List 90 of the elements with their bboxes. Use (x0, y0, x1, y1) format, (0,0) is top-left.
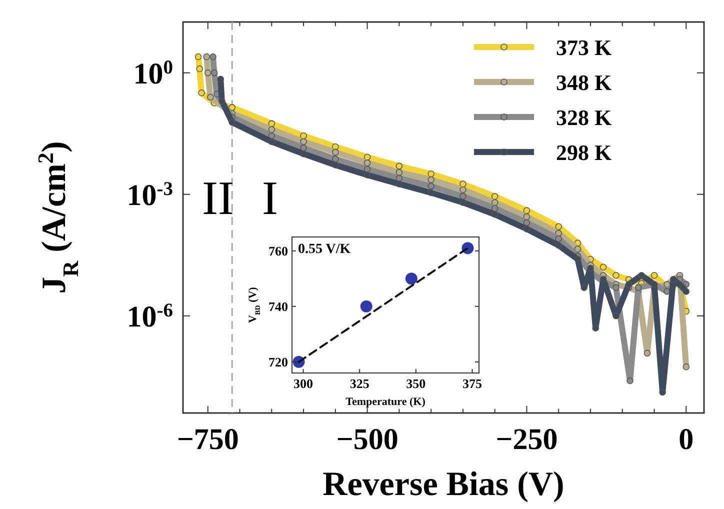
point (659, 388, 666, 396)
point (196, 65, 203, 72)
legend-label: 298 K (556, 140, 612, 165)
point (268, 138, 276, 146)
point (626, 377, 634, 384)
point (332, 156, 339, 162)
x-axis-title: Reverse Bias (V) (322, 466, 564, 503)
y-tick-label: 720 (268, 354, 288, 370)
point (268, 120, 276, 127)
legend-label: 348 K (556, 70, 612, 95)
y-tick-label: 10$^{-6}$ (126, 300, 174, 334)
point (638, 272, 645, 279)
point (210, 53, 216, 60)
x-tick-label: 325 (350, 376, 370, 391)
point (600, 276, 607, 283)
point (364, 172, 371, 178)
point (428, 170, 434, 178)
point (682, 363, 690, 370)
legend-label: 328 K (556, 105, 612, 130)
point (460, 192, 466, 200)
point (644, 350, 651, 357)
point (491, 205, 498, 212)
point (364, 166, 371, 173)
point (491, 193, 498, 200)
point (207, 94, 214, 101)
x-tick-label: 350 (406, 376, 426, 391)
point (600, 264, 607, 270)
point (396, 168, 403, 176)
y-tick-label: 740 (268, 298, 288, 314)
point (587, 264, 594, 272)
x-tick-label: 375 (462, 376, 482, 391)
point (194, 53, 202, 60)
point (405, 272, 418, 285)
point (650, 272, 658, 279)
annotation: 0.55 V/K (298, 242, 351, 257)
point (574, 256, 582, 263)
x-tick-label: 0 (678, 423, 694, 456)
point (612, 284, 620, 291)
point (682, 288, 690, 295)
point (460, 186, 466, 194)
point (300, 132, 307, 140)
point (460, 180, 466, 188)
point (523, 226, 530, 232)
point (670, 276, 677, 283)
point (217, 76, 224, 83)
point (428, 176, 434, 184)
point (300, 138, 307, 146)
point (555, 235, 562, 242)
x-tick-label: 300 (294, 376, 314, 391)
y-tick-label: 10$^{0}$ (133, 56, 173, 90)
x-tick-label: −750 (176, 423, 239, 456)
point (364, 159, 371, 166)
point (574, 246, 582, 252)
point (612, 312, 620, 320)
point (491, 199, 498, 206)
point (396, 174, 403, 182)
point (460, 199, 466, 206)
point (218, 98, 226, 105)
point (268, 126, 276, 133)
point (198, 89, 205, 96)
point (523, 219, 530, 226)
point (210, 69, 218, 76)
point (428, 189, 434, 196)
x-tick-label: −500 (336, 423, 398, 456)
point (204, 69, 212, 76)
point (555, 242, 562, 249)
point (332, 162, 339, 168)
point (612, 272, 620, 279)
point (360, 300, 372, 312)
y-tick-label: 760 (268, 243, 288, 258)
point (491, 211, 498, 218)
legend-label: 373 K (556, 35, 612, 60)
point (523, 207, 530, 214)
point (580, 284, 588, 291)
point (203, 53, 210, 60)
point (555, 223, 562, 230)
point (332, 148, 339, 156)
point (396, 162, 403, 170)
y-tick-label: 10$^{-3}$ (126, 178, 174, 212)
point (592, 324, 599, 332)
x-axis-title: Temperature (K) (346, 396, 426, 408)
point (228, 118, 236, 126)
annotation: II (202, 172, 234, 225)
point (396, 180, 403, 188)
point (428, 182, 434, 190)
point (300, 150, 307, 158)
point (634, 284, 642, 291)
point (300, 144, 307, 152)
x-tick-label: −250 (496, 423, 558, 456)
annotation: I (262, 172, 278, 225)
